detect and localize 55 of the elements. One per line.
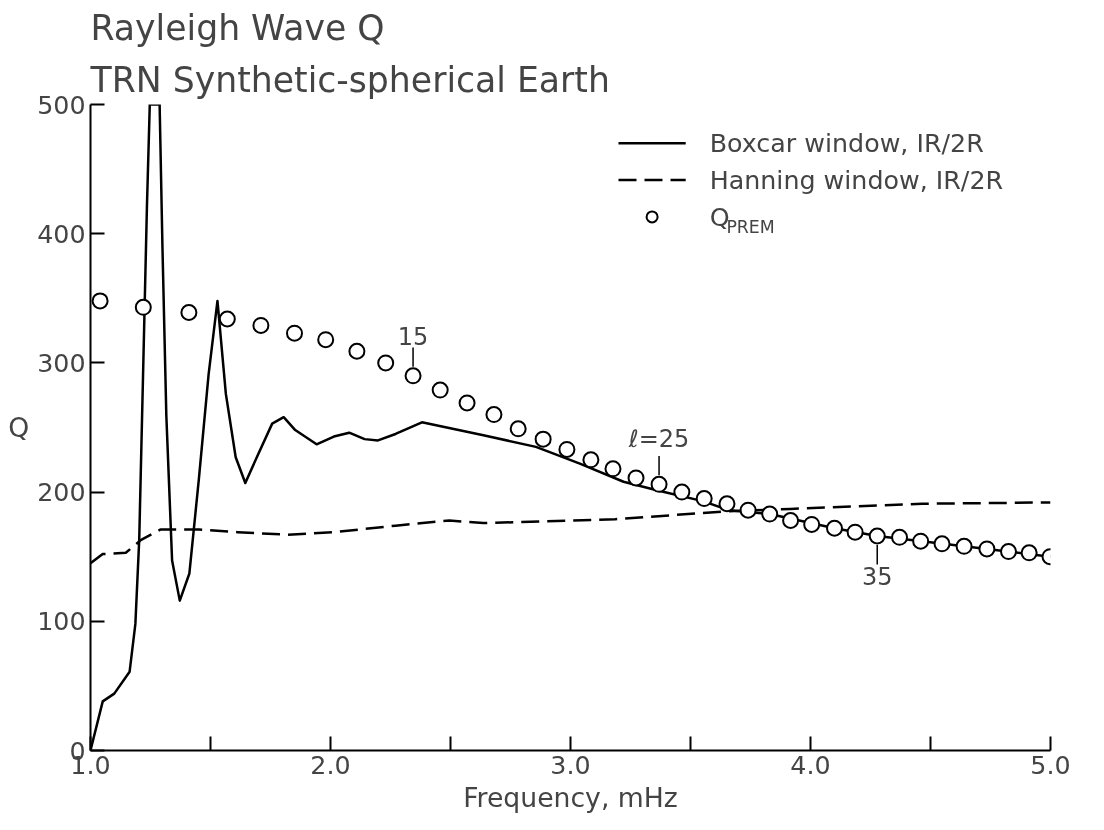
point xyxy=(91,292,109,310)
x-axis-title: Frequency, mHz xyxy=(463,781,678,813)
point xyxy=(509,420,527,438)
point xyxy=(803,515,821,533)
point xyxy=(695,490,713,508)
legend-label: Hanning window, IR/2R xyxy=(709,165,1004,196)
point xyxy=(868,527,886,545)
y-tick-label: 400 xyxy=(37,218,86,249)
annotation: 35 xyxy=(861,563,893,592)
point xyxy=(534,430,552,448)
y-tick-label: 200 xyxy=(37,477,86,508)
point xyxy=(485,406,503,424)
point xyxy=(912,532,930,550)
point xyxy=(978,540,996,558)
point xyxy=(718,495,736,513)
point xyxy=(458,394,476,412)
point xyxy=(558,440,576,458)
x-tick-label: 3.0 xyxy=(550,749,591,780)
point xyxy=(761,505,779,523)
point xyxy=(650,475,668,493)
point xyxy=(218,310,236,328)
y-tick-label: 300 xyxy=(37,347,86,378)
point xyxy=(377,354,395,372)
point xyxy=(286,324,303,342)
point xyxy=(404,367,422,385)
point xyxy=(180,304,198,321)
x-tick-label: 5.0 xyxy=(1030,749,1071,780)
point xyxy=(673,483,691,501)
point xyxy=(739,501,757,519)
point xyxy=(933,535,951,553)
y-tick-label: 100 xyxy=(37,606,86,637)
point xyxy=(604,460,622,478)
point xyxy=(826,519,843,537)
point xyxy=(782,512,800,530)
point xyxy=(252,316,270,334)
annotation: 15 xyxy=(397,322,429,351)
y-axis-title: Q xyxy=(8,412,30,443)
point xyxy=(846,523,864,541)
chart-subtitle: TRN Synthetic-spherical Earth xyxy=(89,59,610,100)
point xyxy=(1000,543,1017,561)
point xyxy=(134,298,152,316)
point xyxy=(627,469,645,487)
point xyxy=(317,331,335,349)
point xyxy=(891,528,909,546)
chart-title: Rayleigh Wave Q xyxy=(90,7,385,48)
point xyxy=(348,342,366,360)
annotation: ℓ=25 xyxy=(627,425,690,454)
point xyxy=(955,537,973,555)
point xyxy=(1020,544,1038,562)
x-tick-label: 2.0 xyxy=(310,749,351,780)
point xyxy=(582,451,600,469)
point xyxy=(431,381,449,399)
legend-label: Boxcar window, IR/2R xyxy=(709,128,984,159)
y-tick-label: 500 xyxy=(37,89,86,120)
x-tick-label: 4.0 xyxy=(790,749,831,780)
